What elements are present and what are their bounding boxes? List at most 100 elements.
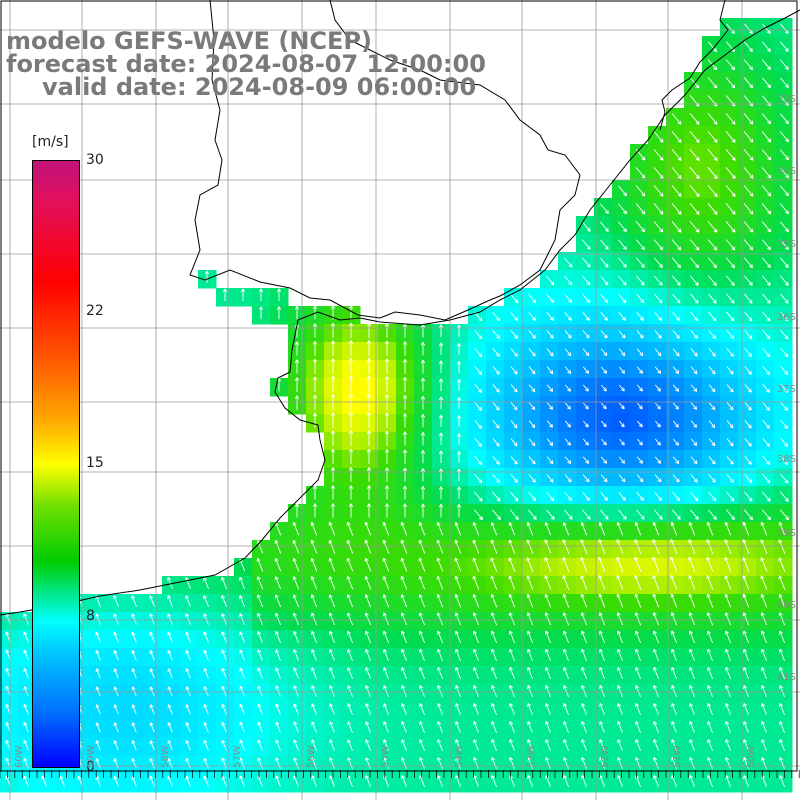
wind-arrow [743, 23, 753, 34]
wind-arrow [779, 239, 789, 250]
wind-arrows [5, 23, 790, 787]
wind-arrow [779, 149, 790, 161]
wind-arrow [654, 275, 663, 286]
wind-arrow [689, 113, 700, 125]
wind-arrow [707, 41, 717, 53]
wind-arrow [761, 167, 772, 179]
wind-arrow [725, 131, 736, 143]
wind-arrow [761, 239, 771, 251]
wind-arrow [204, 270, 210, 284]
wind-arrow [600, 275, 609, 286]
colorbar-tick-30: 30 [86, 152, 104, 168]
wind-arrow [671, 257, 681, 269]
wind-arrow [671, 221, 682, 233]
wind-arrow [635, 221, 646, 233]
wind-arrow [653, 239, 664, 251]
wind-arrow [761, 203, 772, 215]
wind-arrow [617, 185, 628, 197]
wind-arrow [761, 113, 772, 125]
wind-arrow [635, 167, 646, 179]
wind-arrow [636, 257, 645, 268]
wind-arrow [779, 185, 790, 197]
wind-arrow [671, 113, 682, 125]
wind-arrow [779, 59, 789, 70]
wind-arrow [725, 23, 735, 34]
longitude-label: 51W [672, 745, 683, 768]
wind-arrow [707, 113, 718, 125]
colorbar-tick-8: 8 [86, 608, 95, 624]
wind-arrow [761, 221, 772, 233]
wind-arrow [761, 77, 771, 89]
wind-arrow [762, 23, 771, 34]
wind-arrow [671, 166, 682, 179]
wind-arrow [743, 113, 754, 125]
longitude-label: 58W [160, 745, 171, 768]
wind-arrow [725, 113, 736, 125]
wind-arrow [617, 203, 628, 215]
wind-arrow [743, 149, 754, 161]
wind-arrow [779, 257, 789, 268]
wind-arrow [653, 185, 664, 197]
wind-arrow [743, 77, 754, 89]
longitude-label: 56W [306, 745, 317, 768]
colorbar [32, 160, 80, 768]
wind-arrow [725, 59, 736, 71]
longitude-label: 53W [526, 745, 537, 768]
wind-arrow [653, 131, 664, 143]
wind-arrow [761, 149, 772, 161]
wind-arrow [672, 275, 681, 286]
longitude-label: 57W [232, 745, 243, 768]
wind-arrow [689, 275, 699, 286]
wind-arrow [743, 131, 754, 143]
inland-border-path [329, 0, 581, 297]
longitude-label: 59W [86, 745, 97, 768]
wind-arrow [582, 275, 591, 286]
wind-arrow [743, 203, 754, 215]
wind-arrow [582, 221, 591, 232]
wind-arrow [725, 149, 736, 161]
wind-arrow [707, 166, 718, 179]
wind-arrow [725, 166, 736, 179]
wind-arrow [689, 166, 700, 179]
longitude-label: 52W [600, 745, 611, 768]
wind-arrow [564, 257, 573, 268]
latitude-label: 34S [776, 166, 796, 177]
wind-arrow [635, 239, 645, 251]
latitude-label: 35S [776, 239, 796, 250]
wind-arrow [725, 257, 736, 269]
wind-arrow [582, 257, 591, 268]
wind-arrow [707, 221, 718, 233]
wind-arrow [653, 167, 664, 179]
wind-arrow [689, 221, 700, 233]
longitude-label: 60W [14, 745, 25, 768]
wind-arrow [707, 184, 718, 197]
wind-arrow [761, 41, 771, 52]
wind-arrow [689, 239, 700, 251]
wind-arrow [761, 131, 772, 143]
wind-arrow [689, 203, 700, 215]
wind-arrow [689, 257, 700, 269]
latitude-label: 41S [776, 672, 796, 683]
wind-arrow [707, 148, 718, 161]
longitude-label: 54W [454, 745, 465, 768]
latitude-label: 39S [776, 528, 796, 539]
wind-arrow [546, 275, 555, 286]
wind-arrow [689, 184, 700, 197]
wind-arrow [761, 185, 772, 197]
wind-arrow [653, 221, 664, 233]
wind-arrow [671, 148, 682, 161]
latitude-label: 33S [776, 94, 796, 105]
wind-arrow [635, 185, 646, 197]
wind-arrow [725, 203, 736, 215]
wind-arrow [653, 203, 664, 215]
wind-arrow [618, 257, 627, 268]
wind-arrow [707, 130, 718, 143]
wind-arrow [743, 257, 753, 269]
wind-arrow [725, 77, 736, 89]
wind-arrow [725, 239, 736, 251]
wind-arrow [653, 257, 663, 268]
wind-arrow [600, 239, 609, 250]
wind-arrow [689, 148, 700, 161]
wind-arrow [743, 167, 754, 179]
wind-arrow [671, 184, 682, 197]
